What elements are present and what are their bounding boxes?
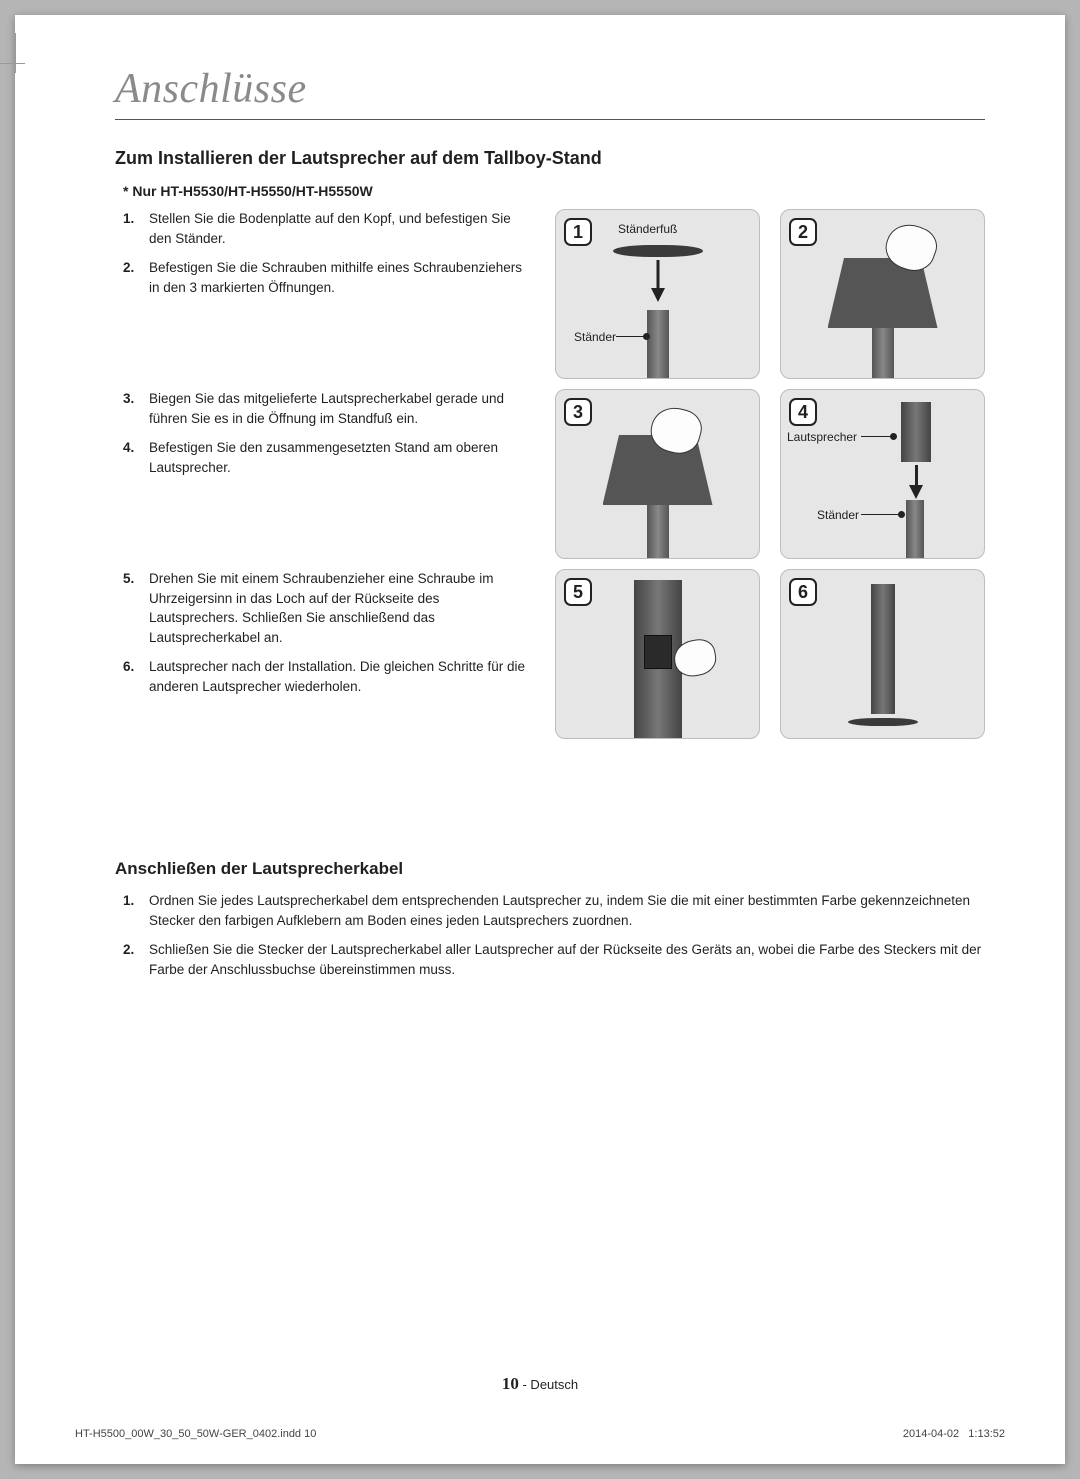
step-5: 5.Drehen Sie mit einem Schraubenzieher e… xyxy=(123,569,531,647)
figure-5-number: 5 xyxy=(564,578,592,606)
figure-6-number: 6 xyxy=(789,578,817,606)
section-title: Anschlüsse xyxy=(115,65,985,120)
page-language: - Deutsch xyxy=(519,1377,578,1392)
cable-step-2: 2.Schließen Sie die Stecker der Lautspre… xyxy=(123,940,985,979)
subheading-install: Zum Installieren der Lautsprecher auf de… xyxy=(115,148,985,169)
label-stander: Ständer xyxy=(574,330,616,344)
figure-5: 5 xyxy=(555,569,760,739)
row-2-text: 3.Biegen Sie das mitgelieferte Lautsprec… xyxy=(115,389,531,559)
figure-4-number: 4 xyxy=(789,398,817,426)
row-3: 5.Drehen Sie mit einem Schraubenzieher e… xyxy=(115,569,985,739)
crop-marks xyxy=(0,33,45,93)
figure-1-number: 1 xyxy=(564,218,592,246)
step-6: 6.Lautsprecher nach der Installation. Di… xyxy=(123,657,531,696)
label-standerfuss: Ständerfuß xyxy=(618,222,677,236)
cable-step-1: 1.Ordnen Sie jedes Lautsprecherkabel dem… xyxy=(123,891,985,930)
subheading-cables: Anschließen der Lautsprecherkabel xyxy=(115,859,985,879)
figure-4: 4 Lautsprecher Ständer xyxy=(780,389,985,559)
row-2: 3.Biegen Sie das mitgelieferte Lautsprec… xyxy=(115,389,985,559)
model-note: * Nur HT-H5530/HT-H5550/HT-H5550W xyxy=(123,183,985,199)
footer-filename: HT-H5500_00W_30_50_50W-GER_0402.indd 10 xyxy=(75,1428,316,1440)
page-number: 10 xyxy=(502,1374,519,1393)
footer-datetime: 2014-04-02 1:13:52 xyxy=(903,1428,1005,1440)
manual-page: Anschlüsse Zum Installieren der Lautspre… xyxy=(15,15,1065,1464)
step-4: 4.Befestigen Sie den zusammengesetzten S… xyxy=(123,438,531,477)
label-lautsprecher: Lautsprecher xyxy=(787,430,857,444)
row-3-text: 5.Drehen Sie mit einem Schraubenzieher e… xyxy=(115,569,531,739)
figure-1: 1 Ständerfuß Ständer xyxy=(555,209,760,379)
row-1-text: 1.Stellen Sie die Bodenplatte auf den Ko… xyxy=(115,209,531,379)
step-2: 2.Befestigen Sie die Schrauben mithilfe … xyxy=(123,258,531,297)
step-3: 3.Biegen Sie das mitgelieferte Lautsprec… xyxy=(123,389,531,428)
figure-3: 3 xyxy=(555,389,760,559)
footer-meta: HT-H5500_00W_30_50_50W-GER_0402.indd 10 … xyxy=(75,1428,1005,1440)
label-stander-2: Ständer xyxy=(817,508,859,522)
figure-2-number: 2 xyxy=(789,218,817,246)
page-footer: 10 - Deutsch xyxy=(15,1374,1065,1394)
figure-3-number: 3 xyxy=(564,398,592,426)
step-1: 1.Stellen Sie die Bodenplatte auf den Ko… xyxy=(123,209,531,248)
row-1: 1.Stellen Sie die Bodenplatte auf den Ko… xyxy=(115,209,985,379)
cable-steps: 1.Ordnen Sie jedes Lautsprecherkabel dem… xyxy=(123,891,985,979)
figure-2: 2 xyxy=(780,209,985,379)
figure-6: 6 xyxy=(780,569,985,739)
